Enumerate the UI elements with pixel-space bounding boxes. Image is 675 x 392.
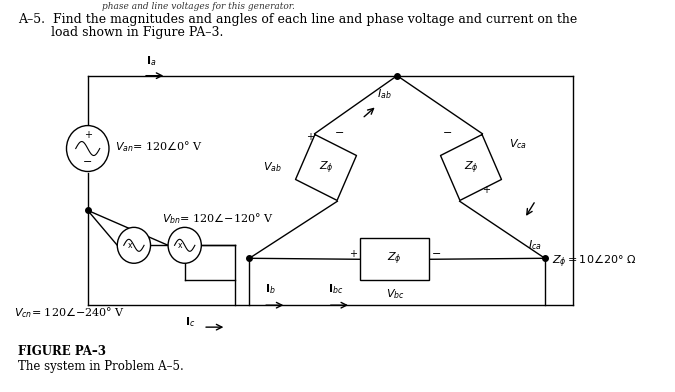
Text: load shown in Figure PA–3.: load shown in Figure PA–3. (51, 26, 223, 39)
Text: +: + (306, 132, 314, 142)
Text: $V_{cn}$= 120$\angle$$-$240° V: $V_{cn}$= 120$\angle$$-$240° V (14, 305, 125, 320)
Text: +: + (482, 185, 490, 196)
Text: $\mathbf{I}_a$: $\mathbf{I}_a$ (146, 54, 157, 67)
Text: $\mathit{I}_{ca}$: $\mathit{I}_{ca}$ (529, 238, 542, 252)
Text: +: + (349, 249, 357, 259)
Text: $V_{bc}$: $V_{bc}$ (385, 287, 404, 301)
Text: +: + (84, 129, 92, 140)
Polygon shape (296, 134, 356, 200)
Text: A–5.  Find the magnitudes and angles of each line and phase voltage and current : A–5. Find the magnitudes and angles of e… (18, 13, 578, 26)
Text: $V_{ca}$: $V_{ca}$ (509, 138, 527, 151)
Circle shape (168, 227, 201, 263)
Text: The system in Problem A–5.: The system in Problem A–5. (18, 360, 184, 373)
Text: $Z_\phi$: $Z_\phi$ (319, 159, 333, 176)
Polygon shape (441, 134, 502, 200)
Text: $\mathit{I}_{ab}$: $\mathit{I}_{ab}$ (377, 88, 392, 102)
Text: −: − (83, 158, 92, 167)
Circle shape (67, 125, 109, 171)
Text: x: x (178, 241, 183, 250)
Text: x: x (128, 241, 132, 250)
Text: −: − (335, 127, 345, 138)
Text: −: − (432, 249, 441, 259)
Text: $Z_\phi$: $Z_\phi$ (387, 251, 402, 267)
Text: $\mathbf{I}_b$: $\mathbf{I}_b$ (265, 282, 276, 296)
Text: $\mathbf{I}_c$: $\mathbf{I}_c$ (185, 315, 195, 329)
Text: $V_{ab}$: $V_{ab}$ (263, 160, 282, 174)
Text: −: − (443, 127, 453, 138)
Text: $Z_\phi$: $Z_\phi$ (464, 159, 479, 176)
Text: $Z_\phi = 10\angle20°\ \Omega$: $Z_\phi = 10\angle20°\ \Omega$ (552, 253, 637, 270)
Text: $V_{an}$= 120$\angle$0° V: $V_{an}$= 120$\angle$0° V (115, 140, 202, 154)
Text: $V_{bn}$= 120$\angle$$-$120° V: $V_{bn}$= 120$\angle$$-$120° V (161, 211, 273, 226)
Text: phase and line voltages for this generator.: phase and line voltages for this generat… (101, 2, 294, 11)
Circle shape (117, 227, 151, 263)
Text: FIGURE PA–3: FIGURE PA–3 (18, 345, 107, 358)
FancyBboxPatch shape (360, 238, 429, 280)
Text: $\mathbf{I}_{bc}$: $\mathbf{I}_{bc}$ (328, 282, 343, 296)
